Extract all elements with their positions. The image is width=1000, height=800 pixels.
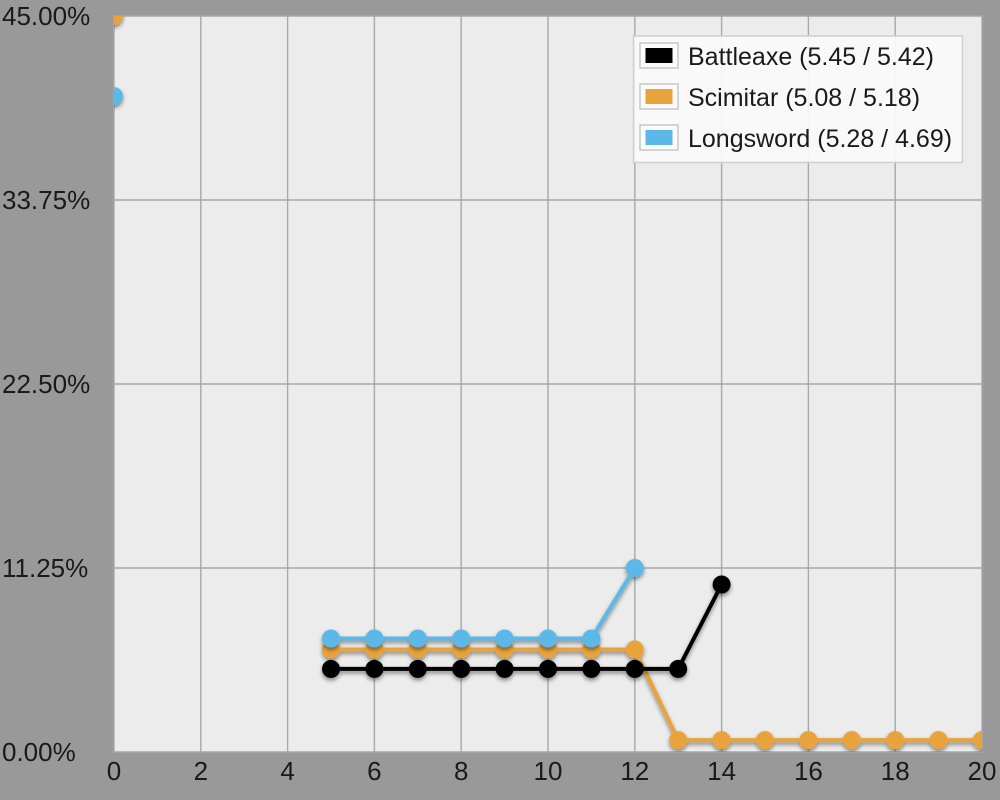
svg-text:Battleaxe (5.45 / 5.42): Battleaxe (5.45 / 5.42) bbox=[688, 43, 934, 71]
svg-text:0.00%: 0.00% bbox=[2, 737, 76, 767]
svg-text:22.50%: 22.50% bbox=[2, 369, 90, 399]
svg-text:Scimitar (5.08 / 5.18): Scimitar (5.08 / 5.18) bbox=[688, 84, 920, 112]
svg-text:10: 10 bbox=[534, 756, 563, 786]
svg-text:18: 18 bbox=[881, 756, 910, 786]
svg-text:20: 20 bbox=[968, 756, 997, 786]
svg-text:12: 12 bbox=[620, 756, 649, 786]
svg-text:45.00%: 45.00% bbox=[2, 1, 90, 31]
svg-text:16: 16 bbox=[794, 756, 823, 786]
svg-text:33.75%: 33.75% bbox=[2, 185, 90, 215]
svg-text:2: 2 bbox=[194, 756, 208, 786]
svg-text:Longsword (5.28 / 4.69): Longsword (5.28 / 4.69) bbox=[688, 125, 952, 153]
svg-text:8: 8 bbox=[454, 756, 468, 786]
svg-text:11.25%: 11.25% bbox=[2, 553, 88, 583]
svg-text:14: 14 bbox=[707, 756, 736, 786]
svg-text:4: 4 bbox=[280, 756, 294, 786]
svg-text:6: 6 bbox=[367, 756, 381, 786]
svg-text:0: 0 bbox=[107, 756, 121, 786]
